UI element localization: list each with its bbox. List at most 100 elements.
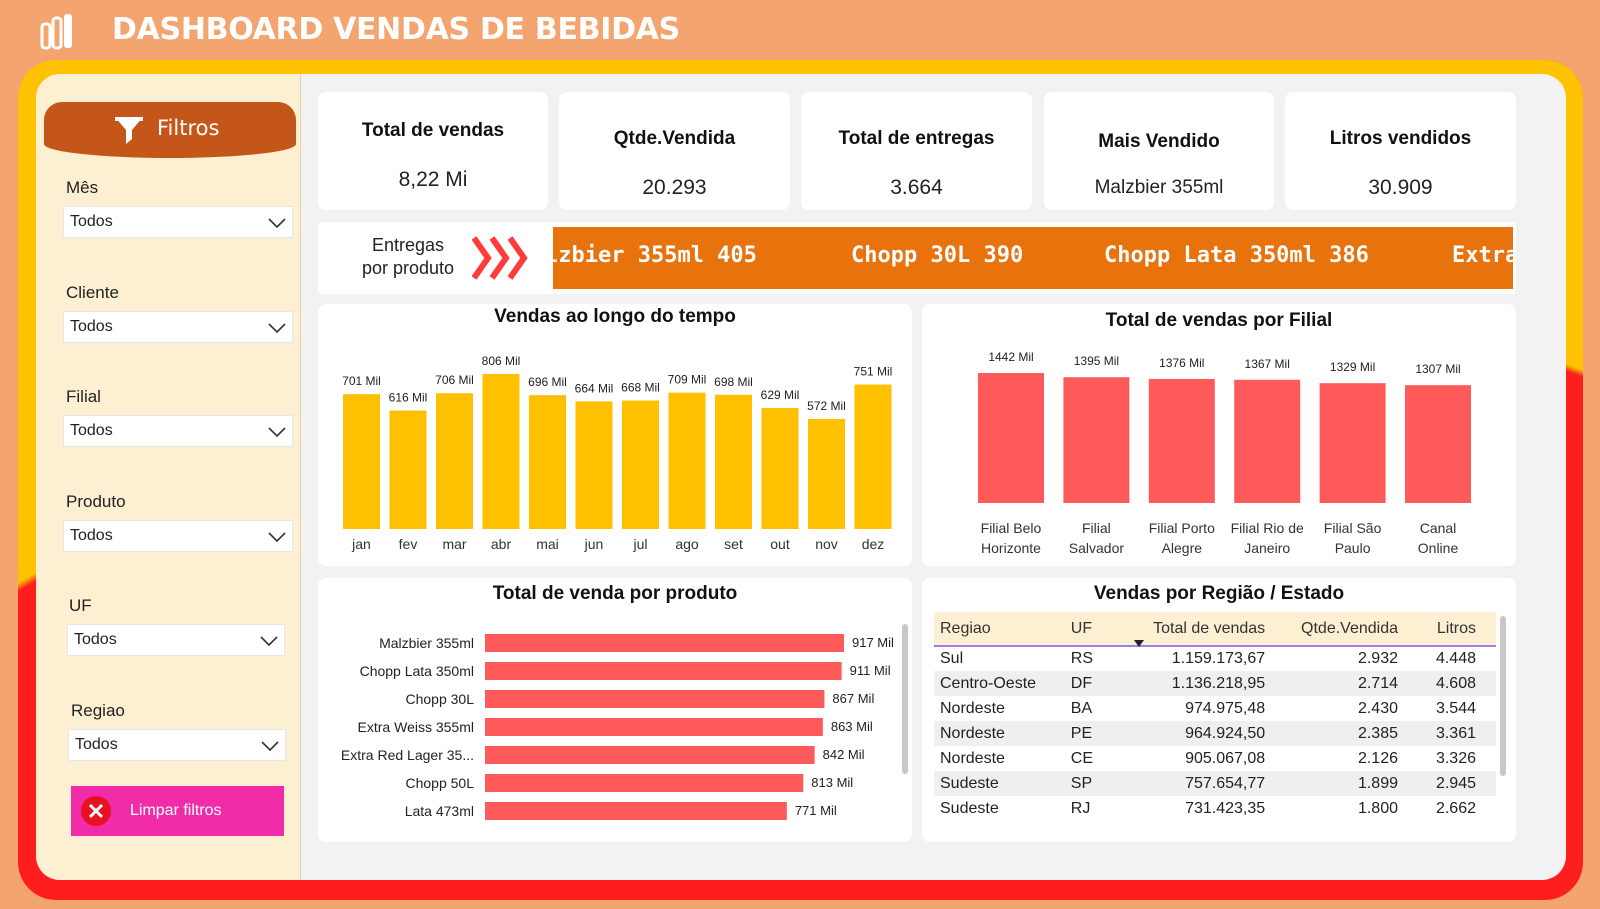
kpi-value: 3.664 (890, 176, 943, 199)
table-wrapper: Regiao UF Total de vendas Qtde.Vendida L… (934, 612, 1496, 821)
filter-sidebar: Filtros Mês Todos Cliente Todos Filial T… (36, 74, 301, 880)
filter-dropdown-regiao[interactable]: Todos (68, 729, 286, 761)
bar (485, 718, 823, 736)
filter-label-uf: UF (69, 596, 92, 615)
ticker-item: Chopp Lata 350ml 386 (1104, 243, 1369, 268)
column-header[interactable]: Regiao (934, 612, 1065, 647)
filter-dropdown-filial[interactable]: Todos (63, 415, 293, 447)
powerbi-logo-icon (40, 14, 72, 50)
chart-venda-produto-svg: Malzbier 355ml 917 Mil Chopp Lata 350ml 911… (341, 634, 894, 820)
filter-dropdown-produto[interactable]: Todos (63, 520, 293, 552)
sort-desc-icon (1134, 640, 1145, 647)
data-label: 867 Mil (832, 691, 874, 706)
table-cell: 757.654,77 (1128, 771, 1272, 796)
category-label: Chopp 50L (405, 775, 474, 791)
filter-dropdown-uf[interactable]: Todos (67, 624, 285, 656)
column-header[interactable]: Litros (1404, 612, 1496, 647)
table-row[interactable]: Sudeste RJ 731.423,35 1.800 2.662 (934, 796, 1496, 821)
chevron-down-icon (261, 741, 279, 752)
table-cell: 4.608 (1404, 671, 1496, 696)
bar (715, 394, 752, 529)
chart-vendas-filial: Total de vendas por Filial 1442 Mil Filia… (922, 304, 1516, 566)
kpi-card-total-vendas: Total de vendas 8,22 Mi (318, 92, 548, 210)
dropdown-value: Todos (70, 527, 113, 544)
kpi-card-total-entregas: Total de entregas 3.664 (801, 92, 1032, 210)
chart-vendas-tempo: Vendas ao longo do tempo 701 Mil jan 616 M… (318, 304, 912, 566)
table-row[interactable]: Sudeste SP 757.654,77 1.899 2.945 (934, 771, 1496, 796)
data-label: 572 Mil (807, 399, 846, 413)
bar (808, 419, 845, 529)
table-row[interactable]: Nordeste BA 974.975,48 2.430 3.544 (934, 696, 1496, 721)
table-row[interactable]: Centro-Oeste DF 1.136.218,95 2.714 4.608 (934, 671, 1496, 696)
scrollbar[interactable] (1500, 616, 1506, 776)
kpi-value: 30.909 (1368, 176, 1433, 199)
clear-filters-label: Limpar filtros (130, 802, 222, 819)
column-header[interactable]: UF (1064, 612, 1129, 647)
bar (485, 662, 842, 680)
chevron-down-icon (260, 636, 278, 647)
table-row[interactable]: Sul RS 1.159.173,67 2.932 4.448 (934, 646, 1496, 671)
data-label: 917 Mil (852, 635, 894, 650)
data-label: 1395 Mil (1074, 354, 1119, 368)
table-cell: 3.361 (1404, 721, 1496, 746)
bar (1405, 385, 1471, 503)
tick-label-line: Filial (1082, 520, 1111, 536)
filter-dropdown-mes[interactable]: Todos (63, 206, 293, 238)
filters-title: Filtros (157, 116, 220, 140)
table-row[interactable]: Nordeste PE 964.924,50 2.385 3.361 (934, 721, 1496, 746)
bar (1319, 383, 1386, 503)
bar (575, 401, 613, 529)
table-cell: 4.448 (1435, 650, 1476, 667)
tick-label: Canal Online (1418, 520, 1459, 556)
table-cell: CE (1070, 749, 1094, 767)
table-title: Vendas por Região / Estado (1093, 583, 1345, 604)
data-label: 1367 Mil (1245, 357, 1290, 371)
table-header-row: Regiao UF Total de vendas Qtde.Vendida L… (934, 612, 1496, 647)
close-icon (81, 796, 111, 826)
tick-label-line: Horizonte (981, 540, 1041, 556)
filter-label-produto: Produto (66, 492, 126, 511)
table-row[interactable]: Nordeste CE 905.067,08 2.126 3.326 (934, 746, 1496, 771)
data-label: 771 Mil (795, 803, 837, 818)
table-cell: Centro-Oeste (934, 671, 1065, 696)
funnel-icon (115, 117, 143, 144)
category-label: Extra Weiss 355ml (358, 719, 474, 735)
tick-label: Filial Belo Horizonte (981, 520, 1042, 556)
table-cell: BA (1070, 699, 1093, 717)
column-header[interactable]: Qtde.Vendida (1271, 612, 1404, 647)
tick-label: mai (536, 536, 559, 552)
tick-label: nov (815, 536, 838, 552)
table-regiao-estado: Vendas por Região / Estado Regiao UF Tot… (922, 578, 1516, 842)
column-header-sorted[interactable]: Total de vendas (1128, 612, 1272, 647)
chart-title: Total de vendas por Filial (1105, 310, 1333, 331)
kpi-card-mais-vendido: Mais Vendido Malzbier 355ml (1044, 92, 1274, 210)
bar (343, 394, 380, 529)
tick-label-line: Janeiro (1244, 540, 1290, 556)
data-label: 709 Mil (668, 373, 707, 387)
clear-filters-button[interactable]: Limpar filtros (71, 786, 284, 836)
ticker-panel: Entregas por produto lzbier 355ml 405 Ch… (318, 222, 1516, 294)
kpi-label: Total de vendas (361, 120, 505, 141)
dropdown-value: Todos (75, 736, 118, 753)
chevron-down-icon (268, 532, 286, 543)
scrollbar[interactable] (902, 624, 908, 774)
kpi-label: Mais Vendido (1098, 131, 1220, 152)
chart-vendas-filial-svg: 1442 Mil Filial Belo Horizonte 1395 Mil Fili… (978, 350, 1471, 556)
ticker-label-line1: Entregas (371, 235, 445, 255)
tick-label: out (770, 536, 790, 552)
data-label: 863 Mil (831, 719, 873, 734)
chart-vendas-tempo-svg: 701 Mil jan 616 Mil fev 706 Mil mar 806 Mil abr… (342, 354, 892, 552)
filter-dropdown-cliente[interactable]: Todos (63, 311, 293, 343)
ticker-label-line2: por produto (361, 258, 455, 278)
bar (978, 373, 1044, 503)
chevron-down-icon (268, 427, 286, 438)
bar (389, 410, 427, 529)
bar (482, 374, 520, 529)
table-cell: SP (1064, 771, 1129, 796)
chart-venda-produto: Total de venda por produto Malzbier 355m… (318, 578, 912, 842)
bar (1063, 377, 1130, 503)
tick-label: abr (491, 536, 512, 552)
data-label: 806 Mil (482, 354, 521, 368)
table-cell: 964.924,50 (1128, 721, 1272, 746)
dashboard-canvas: Filtros Mês Todos Cliente Todos Filial T… (36, 74, 1566, 880)
